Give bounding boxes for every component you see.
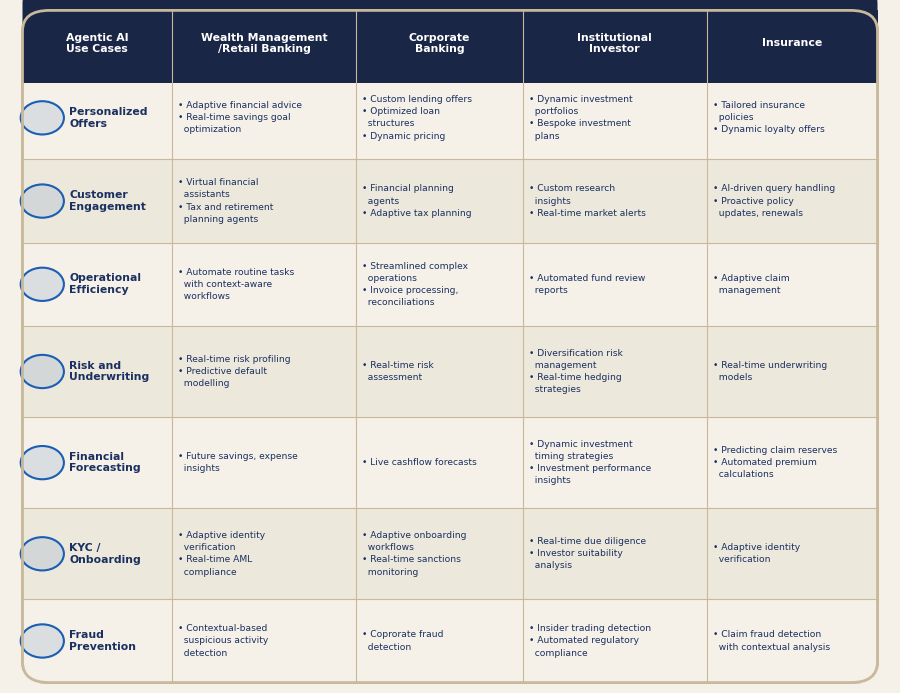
Text: Personalized
Offers: Personalized Offers [69, 107, 148, 129]
Text: Agentic AI
Use Cases: Agentic AI Use Cases [66, 33, 129, 54]
Circle shape [21, 267, 64, 301]
Text: • Real-time due diligence
• Investor suitability
  analysis: • Real-time due diligence • Investor sui… [529, 537, 646, 570]
Text: • Streamlined complex
  operations
• Invoice processing,
  reconciliations: • Streamlined complex operations • Invoi… [362, 261, 468, 307]
Text: • Diversification risk
  management
• Real-time hedging
  strategies: • Diversification risk management • Real… [529, 349, 623, 394]
Text: Fraud
Prevention: Fraud Prevention [69, 630, 136, 652]
Text: • Adaptive onboarding
  workflows
• Real-time sanctions
  monitoring: • Adaptive onboarding workflows • Real-t… [362, 531, 467, 577]
Text: KYC /
Onboarding: KYC / Onboarding [69, 543, 141, 565]
Text: • Adaptive claim
  management: • Adaptive claim management [713, 274, 789, 295]
Text: • Adaptive identity
  verification: • Adaptive identity verification [713, 543, 800, 564]
Text: • Automate routine tasks
  with context-aware
  workflows: • Automate routine tasks with context-aw… [178, 267, 294, 301]
Bar [22, 159, 878, 243]
Text: • Adaptive financial advice
• Real-time savings goal
  optimization: • Adaptive financial advice • Real-time … [178, 101, 302, 134]
Text: • Virtual financial
  assistants
• Tax and retirement
  planning agents: • Virtual financial assistants • Tax and… [178, 178, 274, 224]
Circle shape [21, 184, 64, 218]
Text: • Custom lending offers
• Optimized loan
  structures
• Dynamic pricing: • Custom lending offers • Optimized loan… [362, 95, 472, 141]
Bar [22, 10, 878, 76]
Text: Wealth Management
/Retail Banking: Wealth Management /Retail Banking [201, 33, 328, 54]
Text: • AI-driven query handling
• Proactive policy
  updates, renewals: • AI-driven query handling • Proactive p… [713, 184, 835, 218]
Circle shape [21, 446, 64, 480]
Circle shape [21, 101, 64, 134]
Bar [22, 243, 878, 326]
Text: • Real-time underwriting
  models: • Real-time underwriting models [713, 361, 827, 382]
Text: • Claim fraud detection
  with contextual analysis: • Claim fraud detection with contextual … [713, 631, 830, 651]
Text: • Real-time risk profiling
• Predictive default
  modelling: • Real-time risk profiling • Predictive … [178, 355, 291, 388]
Text: • Dynamic investment
  timing strategies
• Investment performance
  insights: • Dynamic investment timing strategies •… [529, 440, 652, 485]
Text: • Predicting claim reserves
• Automated premium
  calculations: • Predicting claim reserves • Automated … [713, 446, 837, 480]
Bar [22, 326, 878, 417]
Text: • Tailored insurance
  policies
• Dynamic loyalty offers: • Tailored insurance policies • Dynamic … [713, 101, 824, 134]
Bar [22, 59, 878, 83]
Text: Operational
Efficiency: Operational Efficiency [69, 274, 141, 295]
Text: Institutional
Investor: Institutional Investor [577, 33, 652, 54]
FancyBboxPatch shape [22, 10, 878, 683]
Circle shape [21, 355, 64, 388]
Text: • Insider trading detection
• Automated regulatory
  compliance: • Insider trading detection • Automated … [529, 624, 651, 658]
Text: • Financial planning
  agents
• Adaptive tax planning: • Financial planning agents • Adaptive t… [362, 184, 472, 218]
Bar [22, 417, 878, 508]
Text: Corporate
Banking: Corporate Banking [409, 33, 470, 54]
FancyBboxPatch shape [22, 0, 878, 76]
Text: Customer
Engagement: Customer Engagement [69, 191, 146, 212]
Text: • Custom research
  insights
• Real-time market alerts: • Custom research insights • Real-time m… [529, 184, 646, 218]
Bar [22, 508, 878, 599]
Text: Risk and
Underwriting: Risk and Underwriting [69, 360, 149, 383]
Text: • Live cashflow forecasts: • Live cashflow forecasts [362, 458, 477, 467]
Text: Insurance: Insurance [762, 38, 822, 49]
Circle shape [21, 624, 64, 658]
Text: • Dynamic investment
  portfolios
• Bespoke investment
  plans: • Dynamic investment portfolios • Bespok… [529, 95, 633, 141]
Text: • Contextual-based
  suspicious activity
  detection: • Contextual-based suspicious activity d… [178, 624, 269, 658]
Text: • Coprorate fraud
  detection: • Coprorate fraud detection [362, 631, 444, 651]
Text: Financial
Forecasting: Financial Forecasting [69, 452, 141, 473]
Text: • Real-time risk
  assessment: • Real-time risk assessment [362, 361, 434, 382]
Circle shape [21, 537, 64, 570]
Bar [22, 599, 878, 683]
Text: • Future savings, expense
  insights: • Future savings, expense insights [178, 452, 298, 473]
Text: • Automated fund review
  reports: • Automated fund review reports [529, 274, 645, 295]
Text: • Adaptive identity
  verification
• Real-time AML
  compliance: • Adaptive identity verification • Real-… [178, 531, 266, 577]
Bar [22, 76, 878, 159]
